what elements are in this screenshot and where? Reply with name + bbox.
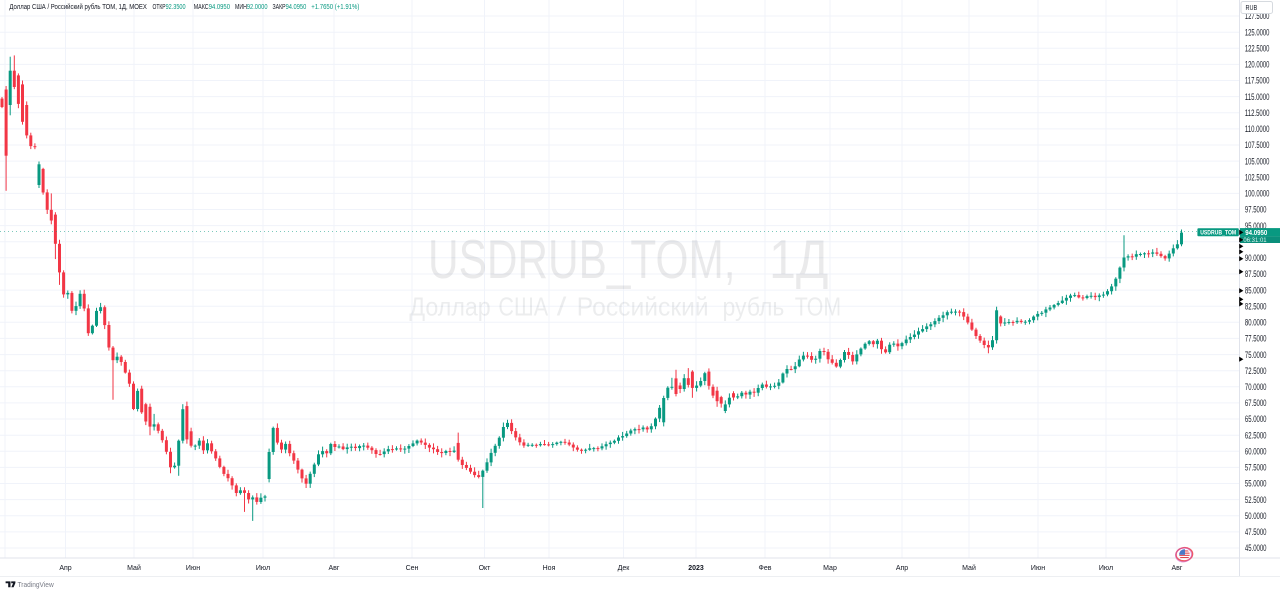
svg-text:94.0950: 94.0950 (209, 4, 230, 11)
svg-text:57.5000: 57.5000 (1245, 463, 1267, 473)
svg-text:06:31:01: 06:31:01 (1243, 237, 1267, 244)
svg-text:RUB: RUB (1245, 3, 1257, 12)
svg-text:122.5000: 122.5000 (1245, 44, 1270, 54)
svg-text:Июн: Июн (186, 565, 200, 572)
svg-text:94.0950: 94.0950 (1245, 228, 1267, 237)
svg-text:Авг: Авг (329, 565, 340, 572)
svg-text:52.5000: 52.5000 (1245, 495, 1267, 505)
svg-text:МАКС: МАКС (194, 4, 209, 11)
svg-text:45.0000: 45.0000 (1245, 543, 1267, 553)
svg-text:70.0000: 70.0000 (1245, 382, 1267, 392)
svg-text:+1.7650 (+1.91%): +1.7650 (+1.91%) (311, 4, 359, 11)
svg-text:Мар: Мар (823, 565, 837, 572)
svg-text:Апр: Апр (59, 565, 71, 572)
svg-text:90.0000: 90.0000 (1245, 253, 1267, 263)
svg-text:МИН: МИН (235, 4, 247, 11)
svg-text:Апр: Апр (896, 565, 908, 572)
svg-text:115.0000: 115.0000 (1245, 92, 1270, 102)
svg-text:Май: Май (962, 564, 976, 572)
svg-text:Июн: Июн (1031, 565, 1045, 572)
svg-text:USDRUB_TOM: USDRUB_TOM (1200, 230, 1236, 236)
svg-text:125.0000: 125.0000 (1245, 27, 1270, 37)
svg-text:Доллар: Доллар (409, 292, 490, 322)
svg-text:55.0000: 55.0000 (1245, 479, 1267, 489)
svg-text:Май: Май (127, 564, 141, 572)
svg-text:ЗАКР: ЗАКР (273, 4, 286, 11)
svg-text:72.5000: 72.5000 (1245, 366, 1267, 376)
svg-text:1Д: 1Д (769, 228, 828, 290)
svg-text:112.5000: 112.5000 (1245, 108, 1270, 118)
svg-text:117.5000: 117.5000 (1245, 76, 1270, 86)
svg-text:92.0000: 92.0000 (247, 4, 268, 11)
svg-text:ТОМ: ТОМ (795, 292, 841, 322)
svg-text:92.3500: 92.3500 (166, 4, 186, 11)
svg-text:102.5000: 102.5000 (1245, 172, 1270, 182)
svg-text:Российский: Российский (577, 292, 709, 322)
svg-text:2023: 2023 (688, 565, 704, 572)
svg-text:105.0000: 105.0000 (1245, 156, 1270, 166)
svg-text:Июл: Июл (1099, 565, 1113, 572)
svg-text:47.5000: 47.5000 (1245, 527, 1267, 537)
svg-text:80.0000: 80.0000 (1245, 318, 1267, 328)
svg-text:Дек: Дек (618, 565, 631, 572)
svg-text:110.0000: 110.0000 (1245, 124, 1270, 134)
svg-text:США: США (498, 292, 548, 322)
svg-text:Окт: Окт (479, 565, 492, 572)
svg-text:ОТКР: ОТКР (153, 4, 166, 11)
svg-text:107.5000: 107.5000 (1245, 140, 1270, 150)
svg-text:65.0000: 65.0000 (1245, 414, 1267, 424)
svg-text:87.5000: 87.5000 (1245, 269, 1267, 279)
svg-text:Доллар США / Российский рубль: Доллар США / Российский рубль ТОМ, 1Д, M… (9, 3, 147, 11)
svg-text:82.5000: 82.5000 (1245, 301, 1267, 311)
svg-text:Июл: Июл (256, 565, 270, 572)
svg-text:120.0000: 120.0000 (1245, 60, 1270, 70)
svg-text:60.0000: 60.0000 (1245, 447, 1267, 457)
svg-text:Ноя: Ноя (543, 565, 556, 572)
svg-text:/: / (557, 292, 568, 322)
svg-text:рубль: рубль (723, 292, 785, 322)
svg-text:127.5000: 127.5000 (1245, 11, 1270, 21)
svg-text:Сен: Сен (406, 565, 419, 572)
svg-text:50.0000: 50.0000 (1245, 511, 1267, 521)
svg-text:67.5000: 67.5000 (1245, 398, 1267, 408)
svg-text:TradingView: TradingView (18, 580, 55, 589)
svg-text:USDRUB_TOM,: USDRUB_TOM, (428, 228, 736, 290)
svg-text:85.0000: 85.0000 (1245, 285, 1267, 295)
svg-text:100.0000: 100.0000 (1245, 189, 1270, 199)
svg-text:75.0000: 75.0000 (1245, 350, 1267, 360)
svg-text:62.5000: 62.5000 (1245, 430, 1267, 440)
svg-text:95.0000: 95.0000 (1245, 221, 1267, 231)
svg-text:Авг: Авг (1172, 565, 1183, 572)
svg-text:97.5000: 97.5000 (1245, 205, 1267, 215)
svg-text:77.5000: 77.5000 (1245, 334, 1267, 344)
svg-text:Фев: Фев (759, 565, 772, 572)
svg-text:94.0950: 94.0950 (286, 4, 307, 11)
